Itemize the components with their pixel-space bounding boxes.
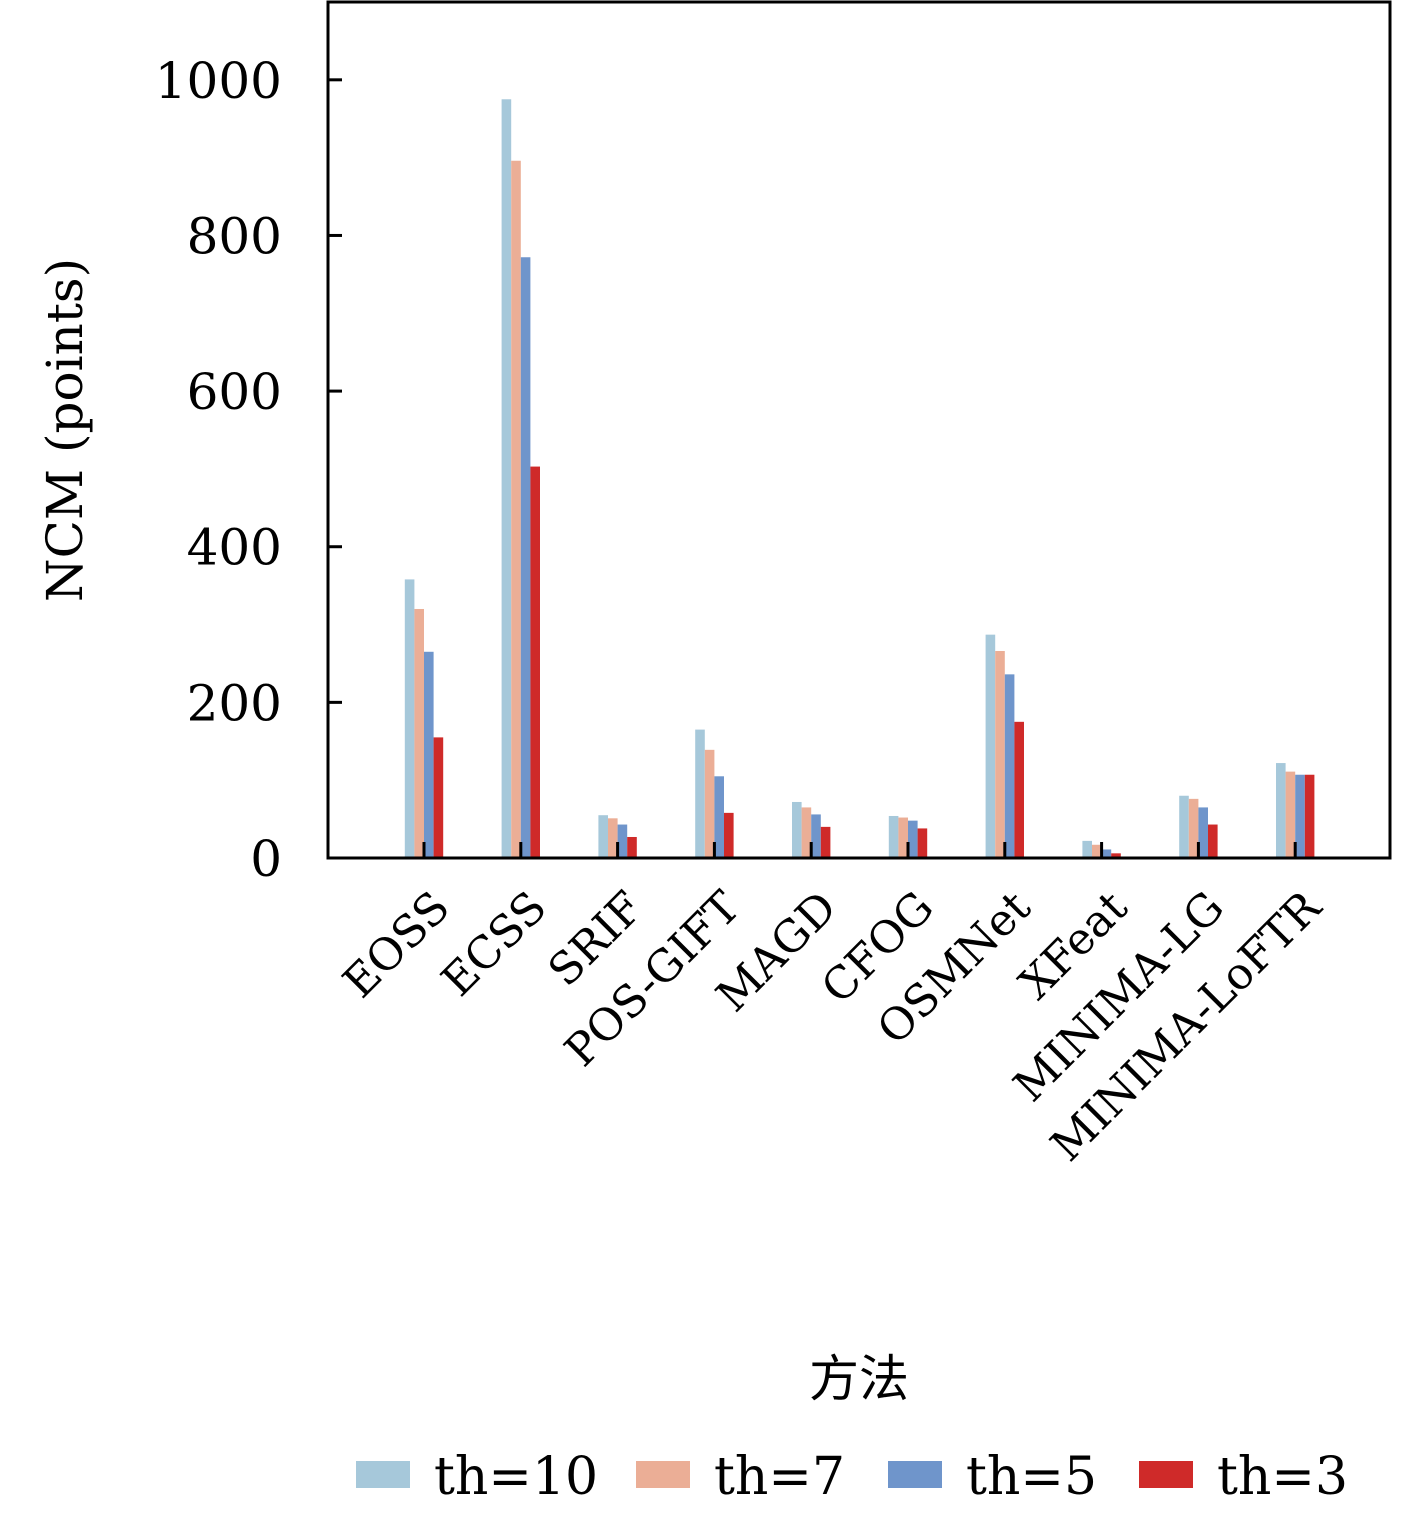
bar-magd-th3 xyxy=(820,826,831,858)
bar-eoss-th7 xyxy=(414,608,424,858)
bar-pos-gift-th7 xyxy=(704,749,715,858)
bar-minima-lg-th5 xyxy=(1198,807,1208,858)
y-tick-label: 400 xyxy=(187,519,282,577)
bar-magd-th7 xyxy=(801,807,812,858)
bar-ecss-th7 xyxy=(511,160,521,858)
legend-swatch xyxy=(888,1461,942,1488)
bar-osmnet-th10 xyxy=(985,634,996,858)
error-marks-group xyxy=(422,842,1297,858)
legend-label: th=3 xyxy=(1217,1447,1348,1507)
bar-xfeat-th5 xyxy=(1101,849,1112,858)
x-tick-label: EOSS xyxy=(333,882,459,1008)
bar-srif-th10 xyxy=(598,815,608,858)
y-tick-label: 600 xyxy=(187,363,282,421)
legend-swatch xyxy=(356,1461,410,1488)
bar-cfog-th10 xyxy=(888,815,899,858)
bar-cfog-th3 xyxy=(917,828,928,858)
y-axis: 0 200 400 600 800 1000 xyxy=(155,52,342,888)
bar-srif-th3 xyxy=(627,836,637,858)
legend-swatch xyxy=(636,1461,690,1488)
bar-minima-lg-th7 xyxy=(1188,798,1199,858)
bar-cfog-th5 xyxy=(908,820,918,858)
bar-cfog-th7 xyxy=(898,817,908,858)
bar-magd-th10 xyxy=(792,801,802,858)
bar-minima-lg-th3 xyxy=(1208,824,1218,858)
bar-pos-gift-th10 xyxy=(695,729,705,858)
legend-label: th=5 xyxy=(966,1447,1097,1507)
bar-eoss-th3 xyxy=(433,737,444,858)
bar-osmnet-th5 xyxy=(1004,674,1015,858)
bar-xfeat-th7 xyxy=(1092,844,1102,858)
bar-osmnet-th3 xyxy=(1014,721,1024,858)
y-axis-title: NCM (points) xyxy=(36,258,94,602)
bar-pos-gift-th5 xyxy=(714,776,724,858)
bar-osmnet-th7 xyxy=(995,651,1005,858)
bar-srif-th7 xyxy=(608,818,618,858)
bar-ecss-th3 xyxy=(530,466,540,858)
x-tick-label: ECSS xyxy=(432,882,557,1007)
y-tick-label: 800 xyxy=(187,207,282,265)
bar-eoss-th10 xyxy=(404,579,415,858)
bar-minima-lg-th10 xyxy=(1179,795,1189,858)
bar-ecss-th5 xyxy=(520,257,531,858)
bar-xfeat-th3 xyxy=(1111,853,1121,858)
bar-srif-th5 xyxy=(617,824,628,858)
y-tick-label: 0 xyxy=(250,830,282,888)
bar-minima-loftr-th10 xyxy=(1276,763,1286,858)
y-tick-label: 1000 xyxy=(155,52,282,110)
legend-label: th=10 xyxy=(434,1447,598,1507)
bar-eoss-th5 xyxy=(424,651,434,858)
bars-group xyxy=(404,99,1315,859)
bar-minima-loftr-th5 xyxy=(1295,774,1305,858)
legend: th=10 th=7 th=5 th=3 xyxy=(356,1447,1348,1507)
bar-pos-gift-th3 xyxy=(724,812,734,858)
legend-label: th=7 xyxy=(714,1447,845,1507)
legend-swatch xyxy=(1139,1461,1193,1488)
y-tick-label: 200 xyxy=(187,674,282,732)
bar-magd-th5 xyxy=(811,814,821,858)
x-axis-title: 方法 xyxy=(809,1350,909,1408)
plot-frame xyxy=(326,0,1392,860)
bar-minima-loftr-th3 xyxy=(1304,774,1315,858)
x-axis: EOSSECSSSRIFPOS-GIFTMAGDCFOGOSMNetXFeatM… xyxy=(333,880,1332,1171)
bar-minima-loftr-th7 xyxy=(1285,771,1296,858)
bar-xfeat-th10 xyxy=(1082,840,1092,858)
bar-ecss-th10 xyxy=(501,99,512,859)
